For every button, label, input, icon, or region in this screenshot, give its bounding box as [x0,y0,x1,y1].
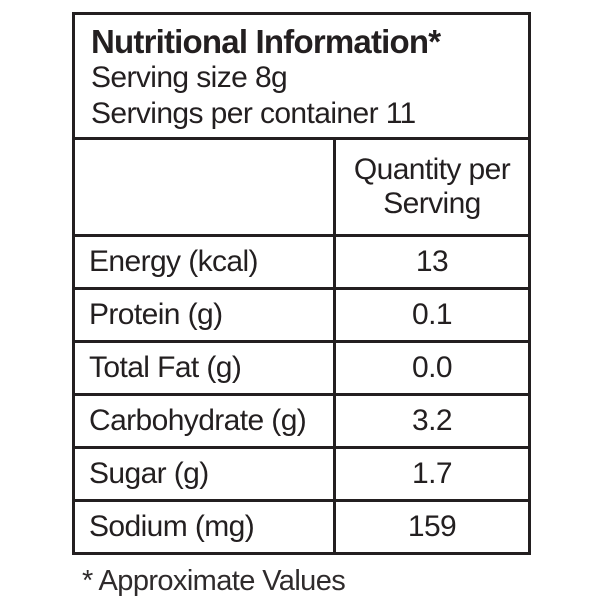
empty-header-cell [72,137,336,238]
row-value: 0.0 [333,340,531,397]
row-label: Total Fat (g) [72,340,336,397]
row-label: Sugar (g) [72,446,336,503]
serving-size-text: Serving size 8g [91,61,288,95]
nutrition-label: Nutritional Information* Serving size 8g… [72,11,531,598]
row-label: Carbohydrate (g) [72,393,336,450]
row-label: Energy (kcal) [72,234,336,291]
table-row-sodium: Sodium (mg) 159 [72,499,531,556]
table-row-energy: Energy (kcal) 13 [72,234,531,291]
table-row-sugar: Sugar (g) 1.7 [72,446,531,503]
row-label: Protein (g) [72,287,336,344]
row-label: Sodium (mg) [72,499,336,556]
row-value: 13 [333,234,531,291]
row-value: 1.7 [333,446,531,503]
quantity-per-serving-header: Quantity per Serving [333,137,531,238]
row-value: 0.1 [333,287,531,344]
panel-title: Nutritional Information* [91,23,441,60]
approximate-values-footnote: * Approximate Values [82,565,346,598]
title-cell: Nutritional Information* Serving size 8g… [72,11,531,141]
table-row-protein: Protein (g) 0.1 [72,287,531,344]
servings-per-container-text: Servings per container 11 [91,96,416,130]
row-value: 3.2 [333,393,531,450]
table-row-total-fat: Total Fat (g) 0.0 [72,340,531,397]
row-value: 159 [333,499,531,556]
column-header-row: Quantity per Serving [72,137,531,238]
table-row-carbohydrate: Carbohydrate (g) 3.2 [72,393,531,450]
nutrition-table: Nutritional Information* Serving size 8g… [72,11,531,556]
title-row: Nutritional Information* Serving size 8g… [72,11,531,141]
